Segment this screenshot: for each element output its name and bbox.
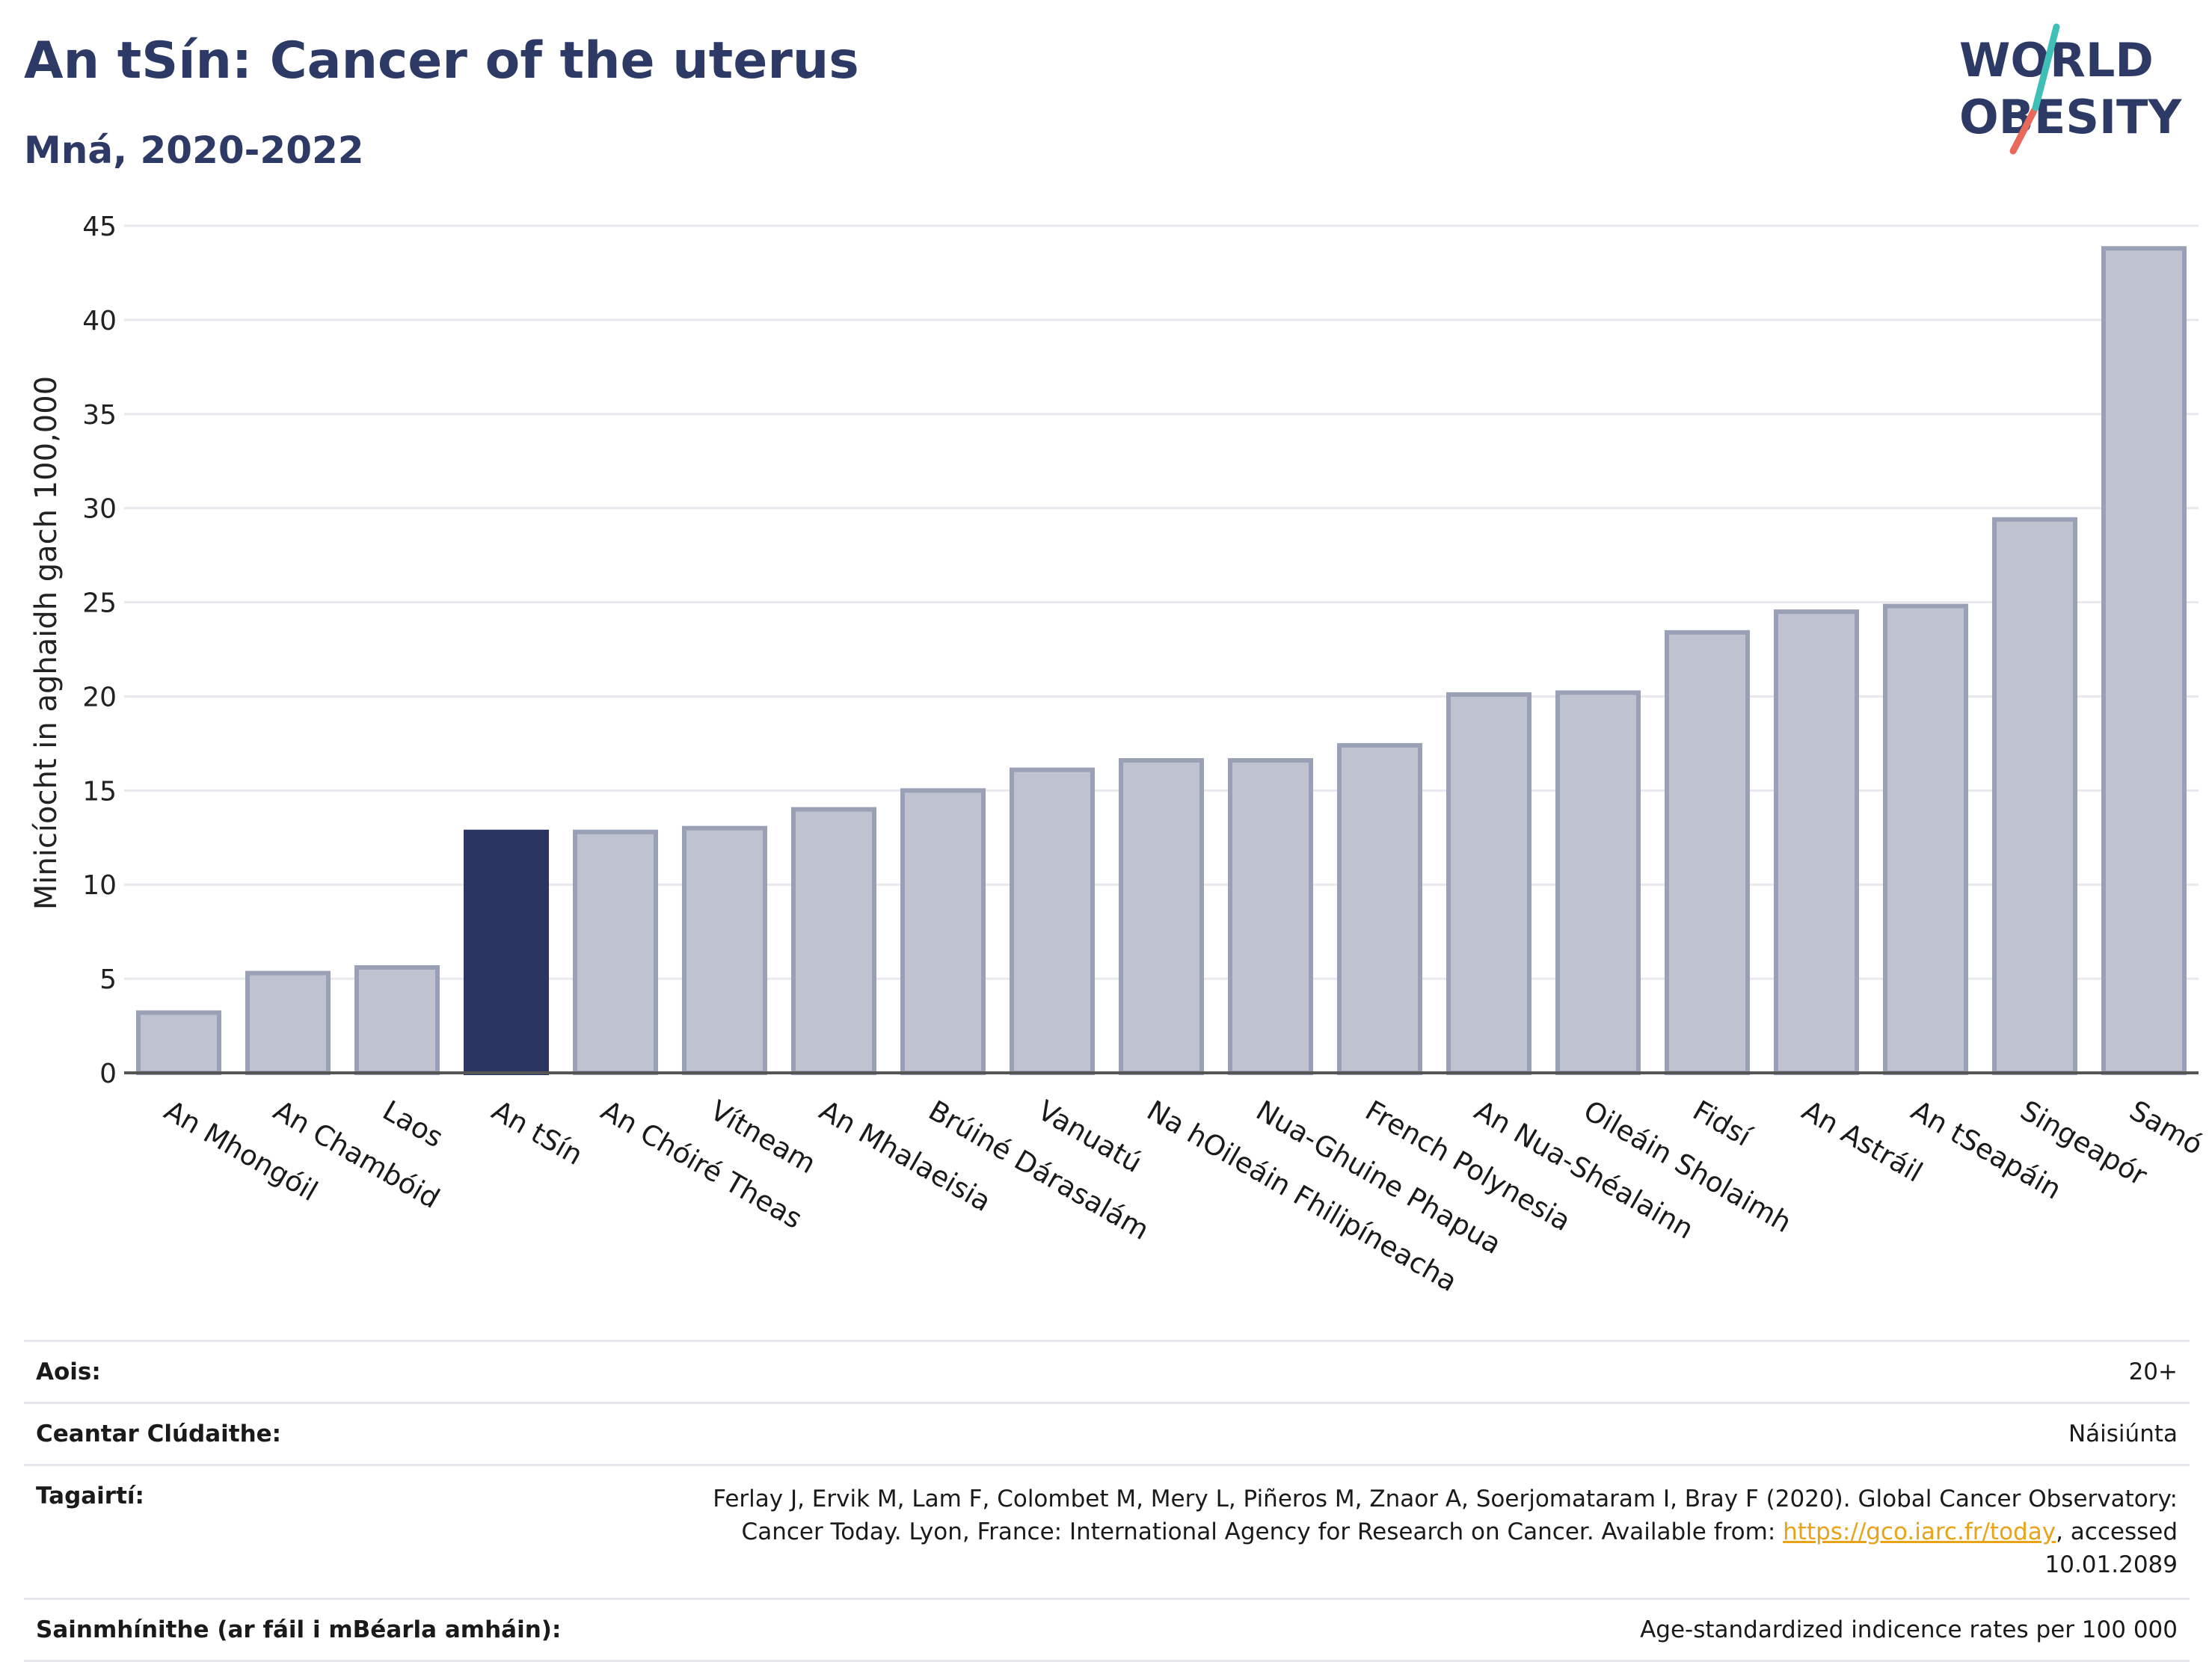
references-text: Ferlay J, Ervik M, Lam F, Colombet M, Me… (713, 1486, 2178, 1545)
bar-6 (790, 807, 877, 1075)
x-tick-label: Samó (2125, 1095, 2208, 1162)
bar-0 (135, 1010, 222, 1076)
bar-15 (1773, 609, 1860, 1075)
age-value: 20+ (2128, 1358, 2178, 1385)
chart-subtitle: Mná, 2020-2022 (24, 129, 364, 172)
definitions-value: Age-standardized indicence rates per 100… (1640, 1616, 2178, 1643)
bar-1 (245, 970, 331, 1075)
references-link[interactable]: https://gco.iarc.fr/today (1783, 1518, 2056, 1545)
logo-slash-red (2009, 107, 2038, 155)
bar-9 (1118, 758, 1205, 1075)
age-label: Aois: (36, 1358, 101, 1385)
bar-13 (1555, 690, 1641, 1075)
bar-10 (1227, 758, 1314, 1075)
bar-12 (1446, 692, 1532, 1076)
coverage-value: Náisiúnta (2068, 1421, 2178, 1447)
metadata-table: Aois: 20+ Ceantar Clúdaithe: Náisiúnta T… (24, 1340, 2190, 1662)
definitions-label: Sainmhínithe (ar fáil i mBéarla amháin): (36, 1616, 562, 1643)
references-label: Tagairtí: (36, 1483, 144, 1509)
bar-18 (2101, 246, 2187, 1075)
bar-17 (1991, 517, 2078, 1075)
y-tick-label: 0 (99, 1059, 117, 1089)
y-tick-label: 20 (82, 682, 117, 712)
y-tick-label: 40 (82, 306, 117, 336)
y-tick-label: 35 (82, 400, 117, 431)
references-value: Ferlay J, Ervik M, Lam F, Colombet M, Me… (637, 1483, 2178, 1581)
chart-title: An tSín: Cancer of the uterus (24, 31, 859, 90)
bar-14 (1664, 630, 1751, 1075)
y-tick-label: 10 (82, 870, 117, 901)
bars (135, 246, 2187, 1076)
meta-row-definitions: Sainmhínithe (ar fáil i mBéarla amháin):… (24, 1600, 2190, 1662)
bar-5 (681, 825, 768, 1075)
bar-11 (1336, 742, 1423, 1075)
meta-row-references: Tagairtí: Ferlay J, Ervik M, Lam F, Colo… (24, 1466, 2190, 1600)
x-tick-label: An Astráil (1797, 1095, 1929, 1189)
y-tick-label: 25 (82, 588, 117, 619)
meta-row-coverage: Ceantar Clúdaithe: Náisiúnta (24, 1404, 2190, 1466)
bar-8 (1009, 767, 1096, 1076)
bar-2 (354, 965, 440, 1075)
logo-slash-teal (2032, 23, 2060, 111)
bar-7 (900, 788, 986, 1076)
references-accessed: , accessed 10.01.2089 (2044, 1518, 2178, 1578)
y-tick-label: 15 (82, 776, 117, 807)
coverage-label: Ceantar Clúdaithe: (36, 1421, 282, 1447)
x-tick-label: An tSín (487, 1095, 589, 1172)
logo-line2: OBESITY (1959, 90, 2182, 144)
meta-row-age: Aois: 20+ (24, 1342, 2190, 1404)
y-tick-label: 5 (99, 964, 117, 995)
bar-4 (572, 829, 659, 1076)
x-tick-label: An Chóiré Theas (596, 1095, 808, 1235)
bar-3 (463, 829, 550, 1076)
y-tick-label: 45 (82, 212, 117, 242)
x-tick-label: Laos (378, 1095, 449, 1154)
bar-16 (1882, 603, 1969, 1075)
logo-line1: WORLD (1959, 33, 2154, 87)
y-axis-title: Minicíocht in aghaidh gach 100,000 (29, 375, 64, 911)
world-obesity-logo: WORLD OBESITY (1959, 23, 2182, 155)
x-tick-label: Fidsí (1688, 1095, 1758, 1154)
y-tick-labels: 0 5 10 15 20 25 30 35 40 45 (82, 212, 117, 1089)
y-tick-label: 30 (82, 494, 117, 525)
